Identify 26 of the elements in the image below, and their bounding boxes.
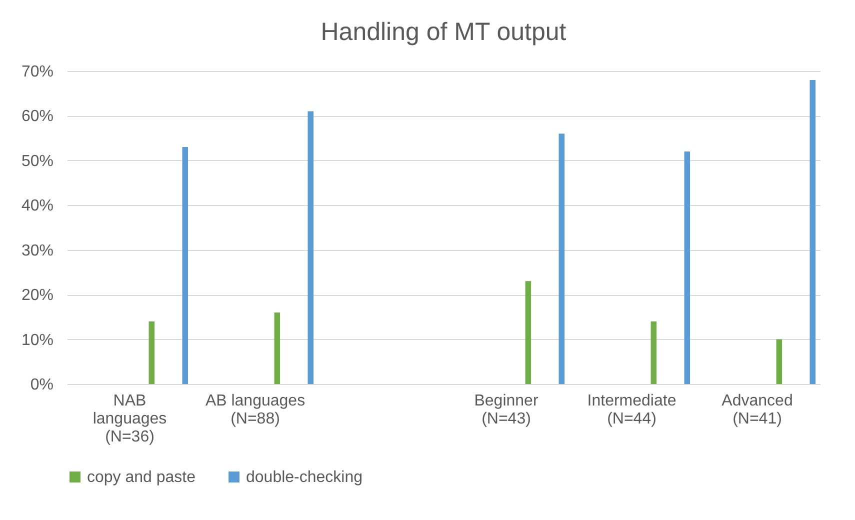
y-tick-label: 30% [21, 242, 54, 260]
chart-title: Handling of MT output [320, 18, 566, 46]
bar [148, 321, 155, 384]
y-tick-label: 0% [30, 376, 54, 394]
x-tick-label: Intermediate (N=44) [587, 392, 676, 428]
y-tick-label: 10% [21, 332, 54, 349]
x-tick-label: Beginner (N=43) [474, 392, 539, 428]
bar [308, 111, 314, 384]
y-tick-label: 40% [21, 198, 54, 215]
legend-label: copy and paste [87, 469, 196, 486]
bar [776, 339, 782, 384]
x-tick-label: NAB languages (N=36) [92, 392, 167, 446]
y-tick-label: 70% [21, 64, 54, 80]
x-tick-label: Advanced (N=41) [722, 392, 793, 428]
bar [650, 321, 657, 384]
bar [558, 134, 565, 384]
legend-label: double-checking [246, 469, 363, 486]
bar [810, 80, 816, 384]
y-tick-label: 50% [21, 152, 54, 170]
bar [274, 312, 280, 384]
x-tick-label: AB languages (N=88) [205, 392, 306, 428]
bar [182, 147, 188, 384]
y-tick-label: 60% [21, 108, 54, 126]
bar [525, 281, 532, 384]
y-tick-label: 20% [21, 287, 54, 304]
bar [684, 151, 690, 384]
